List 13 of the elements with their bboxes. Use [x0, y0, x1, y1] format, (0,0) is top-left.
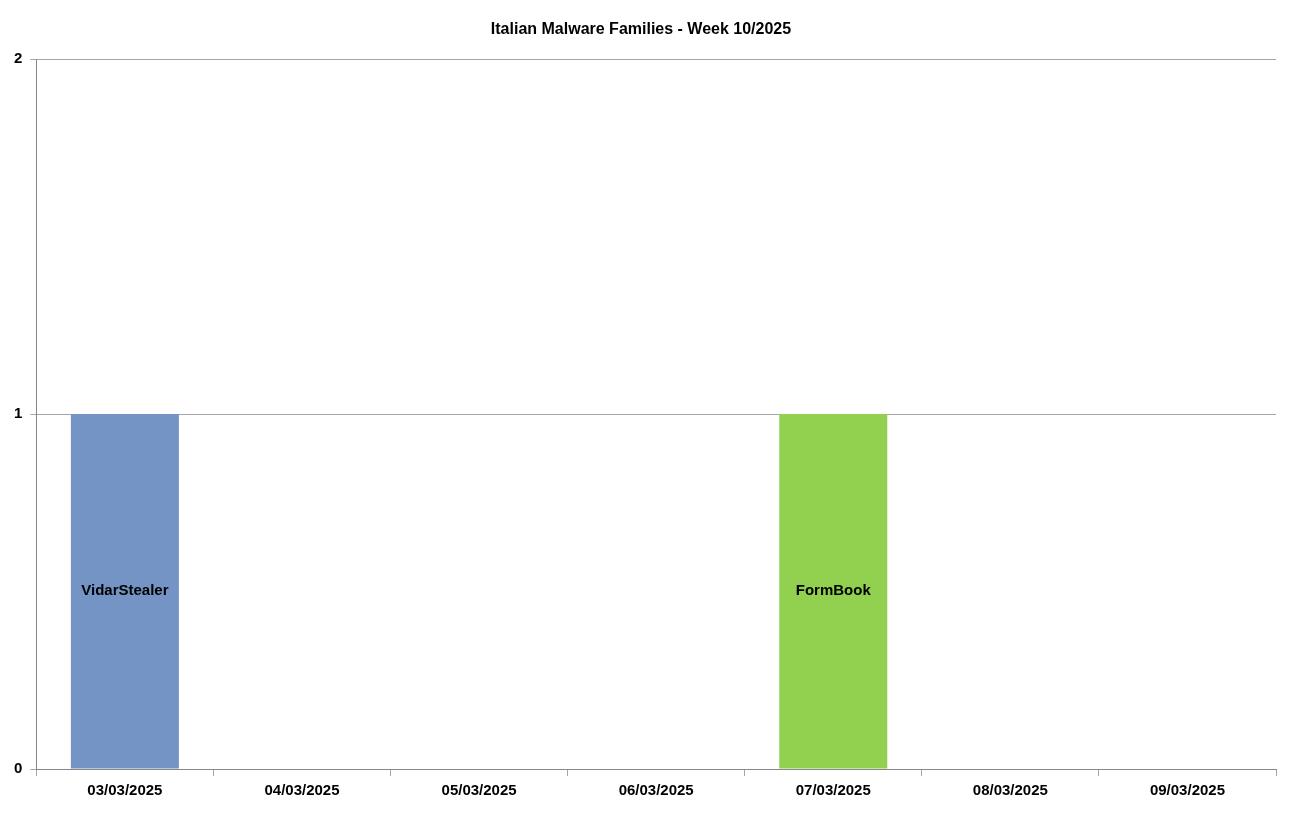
x-tick-label: 05/03/2025 [441, 781, 517, 799]
x-tick-label: 08/03/2025 [972, 781, 1048, 799]
x-tick-label: 07/03/2025 [795, 781, 871, 799]
y-tick-label: 1 [14, 404, 23, 422]
y-tick-label: 2 [14, 49, 23, 67]
x-tick-label: 04/03/2025 [264, 781, 340, 799]
x-tick-label: 06/03/2025 [618, 781, 694, 799]
series-label: VidarStealer [81, 581, 169, 599]
y-tick-label: 0 [14, 759, 23, 777]
series-label: FormBook [795, 581, 872, 599]
x-tick-label: 09/03/2025 [1149, 781, 1225, 799]
x-tick-label: 03/03/2025 [87, 781, 163, 799]
chart-title: Italian Malware Families - Week 10/2025 [490, 20, 792, 38]
